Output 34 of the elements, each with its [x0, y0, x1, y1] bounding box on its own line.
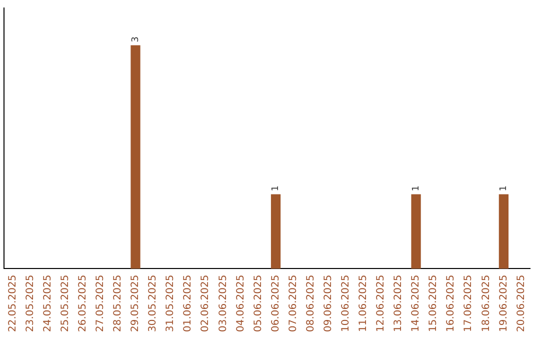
x-tick-label: 28.05.2025 — [112, 274, 124, 332]
x-tick-label: 10.06.2025 — [340, 274, 352, 332]
data-label: 1 — [499, 186, 510, 192]
x-tick-label: 25.05.2025 — [60, 274, 71, 332]
data-label: 3 — [130, 36, 141, 42]
x-tick-label: 27.05.2025 — [95, 274, 106, 332]
x-tick-label: 11.06.2025 — [358, 274, 370, 332]
x-tick-label: 06.06.2025 — [270, 274, 282, 332]
x-tick-label: 24.05.2025 — [42, 274, 54, 332]
x-tick-label: 26.05.2025 — [77, 274, 88, 332]
x-tick-label: 30.05.2025 — [148, 274, 159, 332]
x-tick-label: 03.06.2025 — [218, 274, 229, 332]
x-tick-label: 16.06.2025 — [446, 274, 457, 332]
x-tick-label: 05.06.2025 — [252, 274, 264, 332]
x-tick-label: 23.05.2025 — [24, 274, 36, 332]
x-tick-label: 09.06.2025 — [322, 274, 334, 332]
x-tick-label: 29.05.2025 — [130, 274, 142, 332]
x-tick-label: 08.06.2025 — [305, 274, 316, 332]
x-tick-label: 31.05.2025 — [165, 274, 176, 332]
x-tick-label: 20.06.2025 — [516, 274, 527, 332]
x-tick-label: 01.06.2025 — [182, 274, 194, 332]
x-tick-label: 18.06.2025 — [480, 274, 492, 332]
data-label: 1 — [271, 186, 282, 192]
x-tick-label: 14.06.2025 — [410, 274, 422, 332]
x-tick-label: 17.06.2025 — [463, 274, 474, 332]
x-tick-label: 04.06.2025 — [235, 274, 246, 332]
x-tick-label: 22.05.2025 — [7, 274, 18, 332]
x-tick-label: 02.06.2025 — [200, 274, 212, 332]
x-tick-label: 15.06.2025 — [428, 274, 440, 332]
x-tick-label: 13.06.2025 — [393, 274, 404, 332]
x-tick-label: 19.06.2025 — [498, 274, 510, 332]
data-label: 1 — [411, 186, 422, 192]
x-tick-label: 07.06.2025 — [288, 274, 299, 332]
x-tick-label: 12.06.2025 — [376, 274, 387, 332]
